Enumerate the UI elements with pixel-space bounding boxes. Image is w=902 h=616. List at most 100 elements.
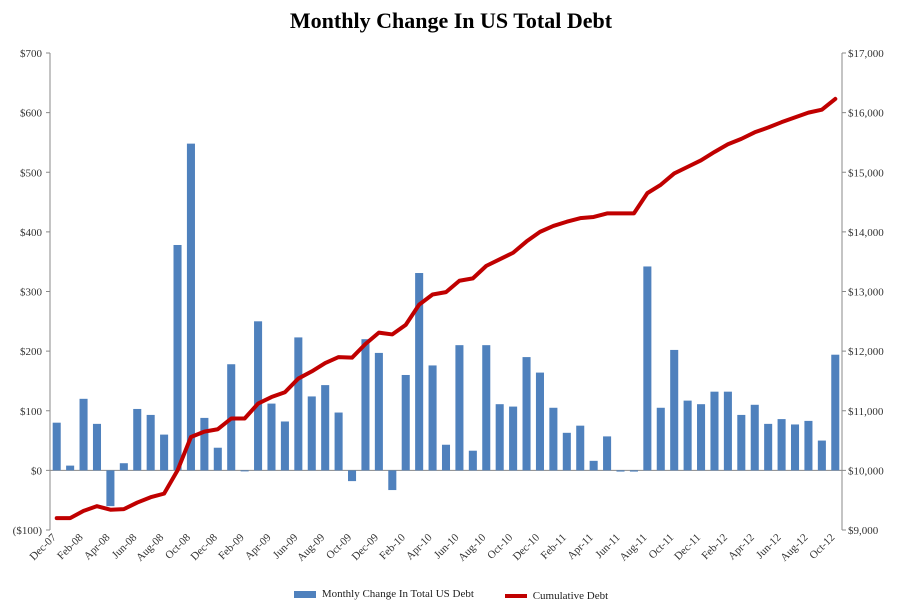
bar [710, 391, 719, 471]
right-tick-label: $14,000 [848, 227, 884, 239]
bar [92, 423, 102, 471]
bar [522, 357, 531, 471]
legend-label-line: Cumulative Debt [532, 589, 609, 602]
bar [213, 447, 222, 471]
bar [307, 396, 316, 471]
bar [817, 440, 826, 471]
legend-label-bars: Monthly Change In Total US Debt [321, 588, 474, 600]
x-tick-label: Apr-12 [726, 532, 757, 563]
bar [200, 417, 209, 471]
bar [401, 374, 410, 471]
x-tick-label: Feb-10 [377, 531, 408, 562]
x-tick-label: Apr-09 [243, 531, 274, 562]
bar [670, 349, 679, 471]
bar [106, 470, 115, 507]
x-tick-label: Oct-12 [807, 532, 837, 562]
bar [737, 414, 746, 471]
bar [535, 372, 544, 471]
right-tick-label: $13,000 [848, 287, 884, 299]
bar [388, 470, 397, 491]
bar [804, 420, 813, 471]
bar [455, 345, 464, 471]
left-tick-label: $400 [20, 227, 43, 239]
bar [750, 404, 759, 471]
left-tick-label: $100 [20, 406, 43, 418]
bar [656, 407, 665, 471]
x-tick-label: Aug-08 [134, 531, 167, 564]
bar [509, 406, 518, 471]
bar [173, 244, 182, 471]
bar [66, 465, 75, 471]
x-tick-label: Aug-11 [618, 532, 650, 564]
bar [697, 404, 706, 471]
left-tick-label: $700 [20, 48, 43, 60]
bar [52, 422, 61, 471]
x-tick-label: Feb-11 [539, 532, 569, 562]
bar [79, 398, 88, 471]
legend-item-bars: Monthly Change In Total US Debt [293, 588, 474, 600]
bar [428, 365, 437, 471]
bar [267, 403, 276, 471]
x-tick-label: Dec-08 [189, 531, 221, 563]
x-tick-label: Oct-10 [485, 531, 515, 561]
bar [146, 414, 155, 471]
x-tick-label: Aug-12 [778, 532, 810, 564]
bar [348, 470, 357, 482]
bar [468, 450, 477, 471]
right-tick-label: $9,000 [848, 525, 879, 537]
right-tick-label: $10,000 [848, 465, 884, 477]
bar [576, 425, 585, 471]
bar [603, 436, 612, 471]
right-tick-label: $16,000 [848, 108, 884, 120]
bar [616, 470, 625, 472]
chart-legend: Monthly Change In Total US Debt Cumulati… [0, 588, 902, 602]
x-tick-label: Oct-08 [163, 531, 193, 561]
x-tick-label: Apr-11 [565, 532, 596, 563]
chart-title: Monthly Change In US Total Debt [289, 8, 613, 33]
bar [549, 407, 558, 471]
bar [683, 400, 692, 471]
left-tick-label: $200 [20, 346, 43, 358]
tick-labels: ($100) $0 $100 $200 $300 $400 $500 $600 $700 $9,0… [13, 48, 885, 564]
bar [764, 423, 773, 471]
bar [294, 337, 303, 471]
right-tick-label: $17,000 [848, 48, 884, 60]
x-tick-label: Aug-10 [456, 531, 489, 564]
bar [240, 470, 249, 472]
x-tick-label: Dec-09 [350, 531, 382, 563]
bar [589, 460, 598, 471]
bar [361, 339, 370, 471]
left-tick-label: ($100) [13, 525, 43, 537]
bar [831, 354, 840, 471]
x-tick-label: Apr-10 [404, 531, 435, 562]
bar [777, 419, 786, 471]
x-tick-label: Feb-08 [55, 531, 86, 562]
x-tick-label: Feb-09 [216, 531, 247, 562]
legend-swatch-line [504, 593, 527, 598]
x-tick-label: Oct-09 [324, 531, 354, 561]
line-series [54, 96, 838, 521]
bar [562, 432, 571, 471]
left-tick-label: $0 [31, 465, 43, 477]
right-tick-label: $12,000 [848, 346, 884, 358]
left-tick-label: $500 [20, 167, 43, 179]
x-tick-label: Dec-10 [511, 531, 543, 563]
right-tick-label: $11,000 [848, 406, 884, 418]
x-tick-label: Apr-08 [82, 531, 113, 562]
bar [374, 352, 383, 471]
cumulative-debt-line [54, 96, 838, 521]
x-tick-label: Dec-11 [672, 532, 703, 563]
left-tick-label: $600 [20, 108, 43, 120]
bar [629, 470, 638, 472]
x-tick-label: Oct-11 [647, 532, 677, 562]
legend-item-line: Cumulative Debt [504, 589, 609, 602]
bar [133, 408, 142, 471]
x-tick-label: Aug-09 [295, 531, 328, 564]
bar [334, 412, 343, 471]
bar [643, 266, 652, 471]
bar [160, 434, 169, 471]
bar [790, 424, 800, 471]
bar [186, 143, 195, 471]
bar [415, 273, 424, 471]
